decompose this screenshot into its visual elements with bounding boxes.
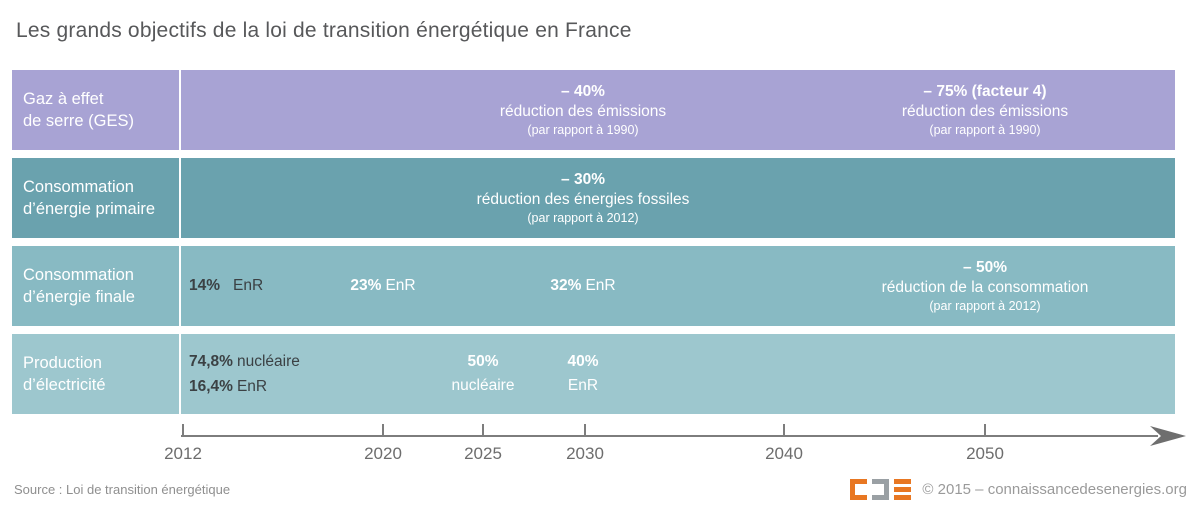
objective-description: réduction des énergies fossiles xyxy=(476,191,690,208)
band-label-line: Consommation xyxy=(23,266,134,284)
year-tick-2025: 2025 xyxy=(464,444,502,463)
objective-description: réduction de la consommation xyxy=(881,279,1089,296)
objective-baseline: (par rapport à 2012) xyxy=(527,211,639,225)
mark-unit: EnR xyxy=(385,277,416,294)
band-label-line: Gaz à effet xyxy=(23,90,104,108)
band-energie-finale-label: Consommation d’énergie finale xyxy=(12,246,181,326)
mark-percent: 50% xyxy=(467,353,499,370)
objective-finale-2050: – 50% réduction de la consommation (par … xyxy=(882,258,1089,314)
logo-bracket-close-icon xyxy=(872,478,890,500)
page-title: Les grands objectifs de la loi de transi… xyxy=(16,19,632,42)
objective-value: – 40% xyxy=(561,83,605,100)
band-label-line: d’énergie primaire xyxy=(23,200,156,218)
band-label-line: Production xyxy=(23,354,102,372)
mark-mix-2012: 74,8% nucléaire 16,4% EnR xyxy=(189,349,300,399)
mark-unit: EnR xyxy=(567,377,599,394)
band-energie-primaire-label: Consommation d’énergie primaire xyxy=(12,158,181,238)
mark-unit: EnR xyxy=(585,277,616,294)
objective-ges-2050: – 75% (facteur 4) réduction des émission… xyxy=(902,82,1068,138)
connaissance-des-energies-logo xyxy=(850,478,912,500)
mark-nucleaire-2025: 50% nucléaire xyxy=(452,350,515,398)
source-text: Source : Loi de transition énergétique xyxy=(14,481,231,497)
band-ges-label: Gaz à effet de serre (GES) xyxy=(12,70,181,150)
mark-percent: 23% xyxy=(350,277,382,294)
mark-unit: EnR xyxy=(233,277,264,294)
arrow-right-icon xyxy=(1150,426,1186,446)
mark-percent: 74,8% xyxy=(189,353,233,370)
timeline-axis xyxy=(181,424,1186,446)
mark-enr-2030-elec: 40% EnR xyxy=(567,350,598,398)
year-tick-2040: 2040 xyxy=(765,444,803,463)
mark-percent: 14% xyxy=(189,277,221,294)
mark-enr-2020: 23% EnR xyxy=(350,277,415,295)
objective-value: – 75% (facteur 4) xyxy=(923,83,1047,100)
mark-percent: 32% xyxy=(550,277,582,294)
mark-percent: 40% xyxy=(567,353,599,370)
logo-bracket-open-icon xyxy=(850,478,868,500)
year-tick-2012: 2012 xyxy=(164,444,202,463)
band-label-line: de serre (GES) xyxy=(23,112,134,130)
band-production-electricite: Production d’électricité 74,8% nucléaire … xyxy=(12,334,1175,414)
band-label-line: d’électricité xyxy=(23,376,106,394)
objective-description: réduction des émissions xyxy=(901,103,1069,120)
objective-baseline: (par rapport à 1990) xyxy=(527,123,639,137)
mark-percent: 16,4% xyxy=(189,378,233,395)
band-energie-primaire: Consommation d’énergie primaire – 30% ré… xyxy=(12,158,1175,238)
objective-primaire-2030: – 30% réduction des énergies fossiles (p… xyxy=(477,170,690,226)
objective-baseline: (par rapport à 2012) xyxy=(929,299,1041,313)
objective-baseline: (par rapport à 1990) xyxy=(929,123,1041,137)
objective-description: réduction des émissions xyxy=(499,103,667,120)
footer-right: © 2015 – connaissancedesenergies.org xyxy=(850,478,1187,500)
mark-line: 16,4% EnR xyxy=(189,374,300,399)
band-label-line: Consommation xyxy=(23,178,134,196)
band-ges: Gaz à effet de serre (GES) – 40% réducti… xyxy=(12,70,1175,150)
objective-ges-2030: – 40% réduction des émissions (par rappo… xyxy=(500,82,666,138)
band-energie-finale: Consommation d’énergie finale 14% EnR 23%… xyxy=(12,246,1175,326)
year-tick-2030: 2030 xyxy=(566,444,604,463)
year-tick-2020: 2020 xyxy=(364,444,402,463)
mark-enr-2012: 14% EnR xyxy=(189,277,263,295)
year-tick-2050: 2050 xyxy=(966,444,1004,463)
copyright-text: © 2015 – connaissancedesenergies.org xyxy=(922,480,1187,498)
timeline: 2012 2020 2025 2030 2040 2050 xyxy=(0,420,1200,480)
footer: Source : Loi de transition énergétique ©… xyxy=(14,477,1187,501)
mark-line: 74,8% nucléaire xyxy=(189,349,300,374)
mark-unit: nucléaire xyxy=(236,353,300,370)
band-label-line: d’énergie finale xyxy=(23,288,135,306)
objectives-chart: Gaz à effet de serre (GES) – 40% réducti… xyxy=(12,70,1175,422)
mark-enr-2030: 32% EnR xyxy=(550,277,615,295)
objective-value: – 30% xyxy=(561,171,605,188)
mark-unit: nucléaire xyxy=(451,377,515,394)
mark-unit: EnR xyxy=(236,378,268,395)
band-production-electricite-label: Production d’électricité xyxy=(12,334,181,414)
objective-value: – 50% xyxy=(963,259,1007,276)
logo-bars-icon xyxy=(894,478,912,500)
